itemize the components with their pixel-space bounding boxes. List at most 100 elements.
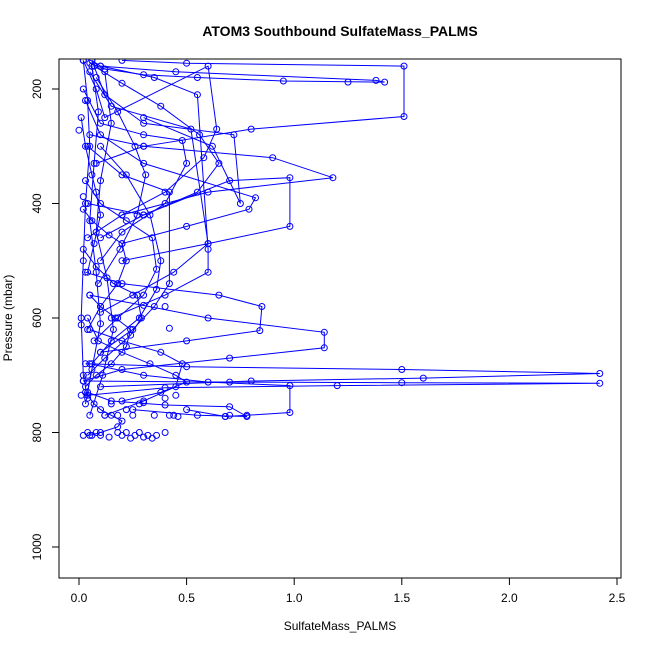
series-line-13 <box>87 145 170 353</box>
data-point <box>122 343 130 351</box>
data-point <box>90 400 98 408</box>
data-point <box>118 257 126 265</box>
data-point <box>161 429 169 436</box>
data-point <box>172 383 180 391</box>
data-point <box>92 74 100 81</box>
data-point <box>183 406 191 414</box>
data-point <box>101 68 109 76</box>
data-point <box>157 348 165 356</box>
data-point <box>161 303 169 310</box>
data-point <box>193 74 201 81</box>
series-line-6 <box>85 363 600 388</box>
data-point <box>372 76 380 84</box>
data-point <box>183 59 191 67</box>
y-tick-label: 600 <box>30 308 44 328</box>
data-point <box>97 348 104 356</box>
data-point <box>101 354 109 362</box>
data-point <box>329 174 337 182</box>
x-tick-label: 2.0 <box>501 591 518 605</box>
data-point <box>204 314 212 322</box>
data-point <box>320 328 328 336</box>
data-point <box>118 228 126 236</box>
data-point <box>114 280 122 288</box>
data-point <box>398 366 406 373</box>
data-point <box>140 433 148 441</box>
data-point <box>157 388 165 396</box>
data-point <box>97 320 104 328</box>
data-point <box>419 374 427 382</box>
data-point <box>178 360 186 368</box>
series-line-14 <box>91 60 241 204</box>
data-point <box>86 131 94 139</box>
data-point <box>200 154 208 162</box>
data-point <box>146 211 154 219</box>
data-point <box>193 91 201 99</box>
series-line-11 <box>100 65 209 319</box>
data-point <box>114 108 122 116</box>
data-point <box>131 142 139 150</box>
data-point <box>172 68 180 76</box>
data-point <box>77 314 85 322</box>
data-point <box>107 360 115 368</box>
x-tick-label: 2.5 <box>609 591 626 605</box>
data-point <box>161 401 169 409</box>
data-point <box>86 291 94 299</box>
data-point <box>97 177 104 185</box>
series-line-4 <box>85 271 263 353</box>
data-point <box>127 331 135 339</box>
series-line-25 <box>91 145 162 365</box>
data-point <box>97 308 104 316</box>
data-point <box>79 85 87 93</box>
data-point <box>86 217 94 225</box>
data-point <box>142 171 150 179</box>
data-point <box>122 429 130 436</box>
data-point <box>286 382 294 390</box>
data-point <box>118 337 126 345</box>
data-point <box>161 384 169 392</box>
chart-title: ATOM3 Southbound SulfateMass_PALMS <box>202 23 477 39</box>
data-point <box>140 159 148 167</box>
series-line-23 <box>85 100 257 245</box>
data-point <box>97 257 104 265</box>
data-point <box>247 377 255 385</box>
data-point <box>92 188 100 196</box>
data-point <box>129 291 137 299</box>
data-point <box>84 97 92 104</box>
data-point <box>92 228 100 236</box>
series-line-27 <box>89 329 183 416</box>
x-axis-label: SulfateMass_PALMS <box>284 619 397 633</box>
data-point <box>77 114 85 122</box>
data-point <box>221 413 229 420</box>
data-point <box>97 131 104 139</box>
data-point <box>204 268 212 276</box>
data-point <box>243 413 251 420</box>
data-point <box>140 301 148 309</box>
data-point <box>90 337 98 345</box>
data-point <box>153 285 160 293</box>
data-point <box>170 268 178 276</box>
data-point <box>193 411 201 419</box>
data-point <box>183 159 191 167</box>
data-point <box>99 371 107 379</box>
data-point <box>174 413 182 420</box>
data-point <box>172 371 180 379</box>
data-point <box>88 171 96 179</box>
data-point <box>208 142 216 150</box>
data-point <box>97 234 104 242</box>
data-point <box>135 429 143 436</box>
series-line-16 <box>82 208 127 330</box>
data-point <box>82 97 89 104</box>
data-point <box>596 379 604 387</box>
data-point <box>101 114 109 122</box>
data-point <box>183 337 191 345</box>
series-line-5 <box>83 294 325 382</box>
data-point <box>226 354 234 362</box>
data-point <box>183 222 191 230</box>
data-point <box>107 397 115 405</box>
x-axis: 0.0 0.5 1.0 1.5 2.0 2.5 <box>71 577 626 605</box>
marker-layer <box>75 59 604 442</box>
series-line-20 <box>80 117 102 273</box>
data-point <box>107 119 115 127</box>
